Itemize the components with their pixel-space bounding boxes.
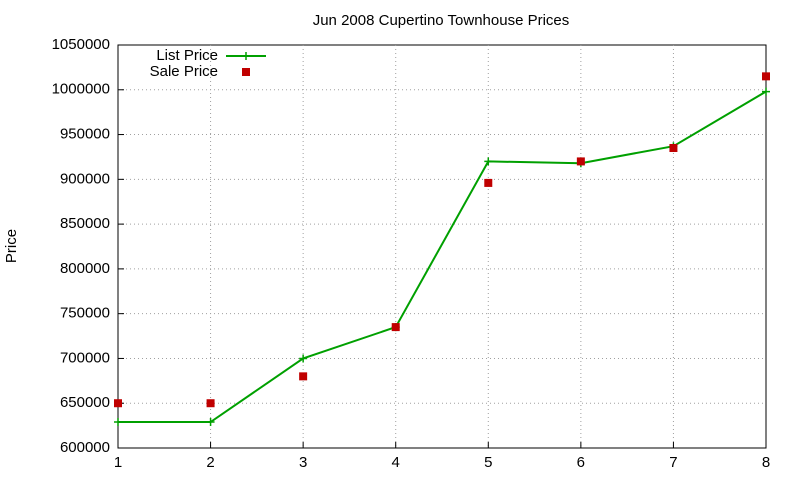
x-tick-label: 1 xyxy=(114,454,122,471)
y-tick-label: 1050000 xyxy=(52,36,110,53)
x-tick-label: 5 xyxy=(484,454,492,471)
legend-swatch xyxy=(242,68,250,76)
y-tick-label: 650000 xyxy=(60,394,110,411)
legend-label: List Price xyxy=(156,47,218,64)
point-marker xyxy=(114,418,122,427)
y-axis-label: Price xyxy=(3,229,20,263)
chart-title: Jun 2008 Cupertino Townhouse Prices xyxy=(313,12,570,29)
x-tick-label: 2 xyxy=(206,454,214,471)
y-tick-label: 750000 xyxy=(60,305,110,322)
x-tick-label: 6 xyxy=(577,454,585,471)
point-marker xyxy=(484,157,493,166)
y-tick-label: 1000000 xyxy=(52,81,110,98)
point-marker xyxy=(669,143,678,152)
x-tick-label: 7 xyxy=(669,454,677,471)
y-tick-label: 700000 xyxy=(60,349,110,366)
y-tick-label: 950000 xyxy=(60,126,110,143)
point-marker xyxy=(576,157,585,166)
plot-frame xyxy=(117,44,767,449)
point-marker xyxy=(484,178,493,187)
point-marker xyxy=(391,323,400,332)
y-tick-label: 850000 xyxy=(60,215,110,232)
legend-label: Sale Price xyxy=(150,63,218,80)
series-line xyxy=(118,90,767,424)
point-marker xyxy=(206,418,215,427)
y-tick-label: 800000 xyxy=(60,260,110,277)
x-tick-label: 8 xyxy=(762,454,770,471)
y-tick-label: 900000 xyxy=(60,170,110,187)
point-marker xyxy=(762,87,770,96)
point-marker xyxy=(299,372,308,381)
point-marker xyxy=(299,354,308,363)
point-marker xyxy=(762,72,770,81)
point-marker xyxy=(114,399,122,408)
y-tick-label: 600000 xyxy=(60,439,110,456)
x-tick-label: 4 xyxy=(392,454,400,471)
point-marker xyxy=(206,399,215,408)
legend-swatch xyxy=(242,52,250,60)
x-tick-label: 3 xyxy=(299,454,307,471)
